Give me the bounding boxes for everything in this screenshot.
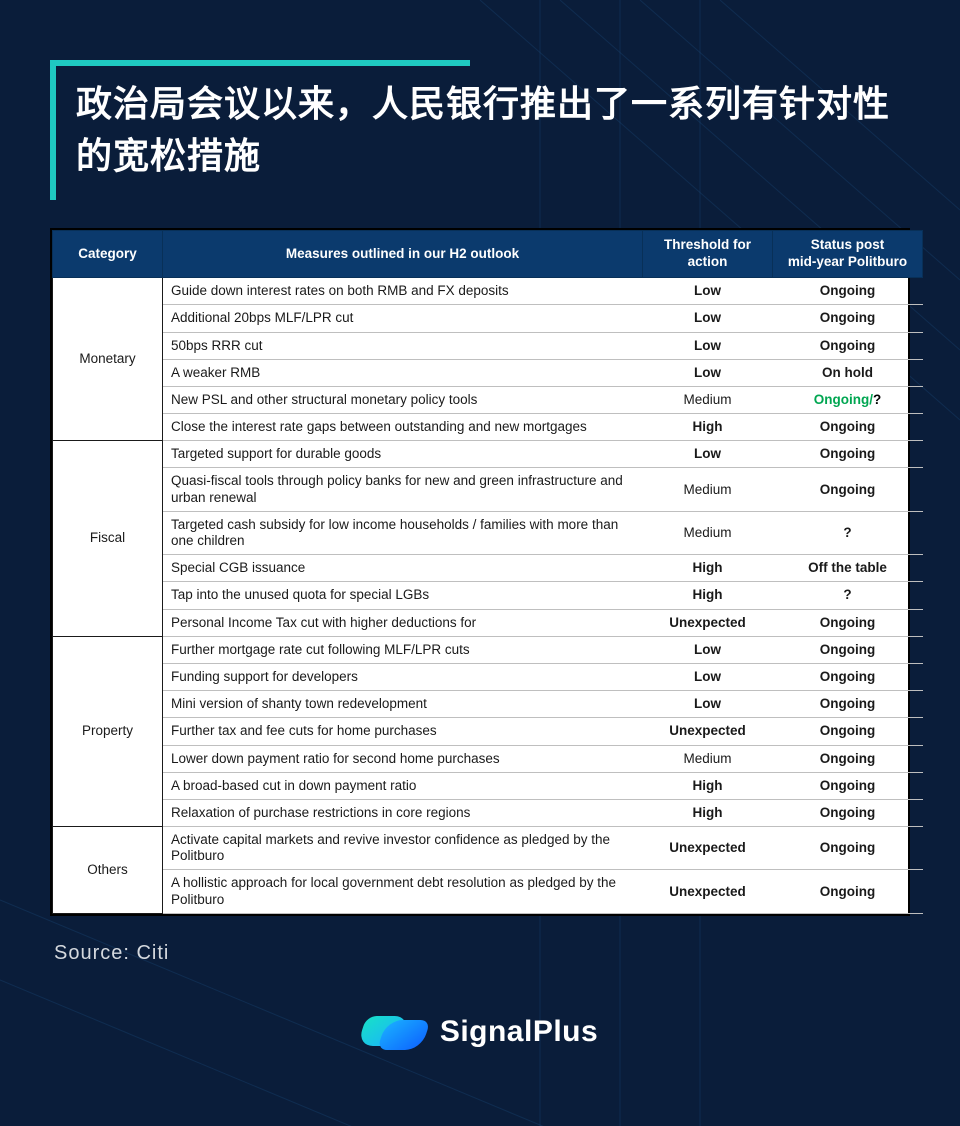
table-row: Personal Income Tax cut with higher dedu…	[53, 609, 923, 636]
table-row: Funding support for developersLowOngoing	[53, 663, 923, 690]
measure-cell: Additional 20bps MLF/LPR cut	[163, 305, 643, 332]
threshold-cell: Low	[643, 691, 773, 718]
measure-cell: Mini version of shanty town redevelopmen…	[163, 691, 643, 718]
status-cell: Ongoing	[773, 663, 923, 690]
threshold-cell: Unexpected	[643, 718, 773, 745]
table-row: FiscalTargeted support for durable goods…	[53, 441, 923, 468]
col-header: Status postmid-year Politburo	[773, 231, 923, 278]
status-cell: Ongoing	[773, 278, 923, 305]
table-row: MonetaryGuide down interest rates on bot…	[53, 278, 923, 305]
threshold-cell: Medium	[643, 468, 773, 511]
threshold-cell: High	[643, 799, 773, 826]
threshold-cell: Low	[643, 332, 773, 359]
table-row: Tap into the unused quota for special LG…	[53, 582, 923, 609]
measure-cell: Guide down interest rates on both RMB an…	[163, 278, 643, 305]
table-row: A broad-based cut in down payment ratioH…	[53, 772, 923, 799]
logo-mark-icon	[362, 1010, 426, 1054]
table-row: Lower down payment ratio for second home…	[53, 745, 923, 772]
measure-cell: Quasi-fiscal tools through policy banks …	[163, 468, 643, 511]
category-cell: Fiscal	[53, 441, 163, 637]
threshold-cell: Medium	[643, 386, 773, 413]
brand-name: SignalPlus	[440, 1015, 598, 1049]
status-cell: Ongoing	[773, 691, 923, 718]
category-cell: Property	[53, 636, 163, 826]
status-cell: ?	[773, 511, 923, 554]
col-header: Measures outlined in our H2 outlook	[163, 231, 643, 278]
table-row: Quasi-fiscal tools through policy banks …	[53, 468, 923, 511]
measure-cell: Close the interest rate gaps between out…	[163, 414, 643, 441]
measure-cell: Activate capital markets and revive inve…	[163, 827, 643, 870]
threshold-cell: High	[643, 772, 773, 799]
title-block: 政治局会议以来，人民银行推出了一系列有针对性的宽松措施	[50, 60, 910, 200]
table-row: PropertyFurther mortgage rate cut follow…	[53, 636, 923, 663]
table-row: Special CGB issuanceHighOff the table	[53, 555, 923, 582]
table-row: Further tax and fee cuts for home purcha…	[53, 718, 923, 745]
status-cell: On hold	[773, 359, 923, 386]
page-title: 政治局会议以来，人民银行推出了一系列有针对性的宽松措施	[76, 78, 890, 182]
threshold-cell: Low	[643, 441, 773, 468]
threshold-cell: Low	[643, 305, 773, 332]
status-cell: Ongoing/?	[773, 386, 923, 413]
threshold-cell: Low	[643, 359, 773, 386]
category-cell: Others	[53, 827, 163, 914]
table-row: Additional 20bps MLF/LPR cutLowOngoing	[53, 305, 923, 332]
threshold-cell: High	[643, 555, 773, 582]
measure-cell: Targeted cash subsidy for low income hou…	[163, 511, 643, 554]
threshold-cell: Medium	[643, 511, 773, 554]
table-row: A hollistic approach for local governmen…	[53, 870, 923, 913]
measure-cell: A weaker RMB	[163, 359, 643, 386]
status-cell: Off the table	[773, 555, 923, 582]
measure-cell: Further mortgage rate cut following MLF/…	[163, 636, 643, 663]
status-cell: Ongoing	[773, 718, 923, 745]
measure-cell: Funding support for developers	[163, 663, 643, 690]
table-row: 50bps RRR cutLowOngoing	[53, 332, 923, 359]
status-cell: Ongoing	[773, 609, 923, 636]
policy-table: CategoryMeasures outlined in our H2 outl…	[50, 228, 910, 915]
threshold-cell: Low	[643, 636, 773, 663]
measure-cell: Relaxation of purchase restrictions in c…	[163, 799, 643, 826]
status-cell: Ongoing	[773, 827, 923, 870]
status-cell: Ongoing	[773, 468, 923, 511]
status-cell: ?	[773, 582, 923, 609]
table-row: Targeted cash subsidy for low income hou…	[53, 511, 923, 554]
threshold-cell: Unexpected	[643, 827, 773, 870]
table-row: Mini version of shanty town redevelopmen…	[53, 691, 923, 718]
status-cell: Ongoing	[773, 745, 923, 772]
category-cell: Monetary	[53, 278, 163, 441]
threshold-cell: Low	[643, 663, 773, 690]
status-cell: Ongoing	[773, 332, 923, 359]
status-cell: Ongoing	[773, 305, 923, 332]
table-row: Close the interest rate gaps between out…	[53, 414, 923, 441]
brand-logo: SignalPlus	[362, 1010, 598, 1054]
status-cell: Ongoing	[773, 870, 923, 913]
measure-cell: A hollistic approach for local governmen…	[163, 870, 643, 913]
measure-cell: 50bps RRR cut	[163, 332, 643, 359]
threshold-cell: Unexpected	[643, 870, 773, 913]
source-label: Source: Citi	[50, 942, 910, 965]
measure-cell: A broad-based cut in down payment ratio	[163, 772, 643, 799]
status-cell: Ongoing	[773, 414, 923, 441]
measure-cell: Lower down payment ratio for second home…	[163, 745, 643, 772]
status-cell: Ongoing	[773, 772, 923, 799]
threshold-cell: Medium	[643, 745, 773, 772]
status-cell: Ongoing	[773, 799, 923, 826]
measure-cell: Tap into the unused quota for special LG…	[163, 582, 643, 609]
status-cell: Ongoing	[773, 441, 923, 468]
measure-cell: Targeted support for durable goods	[163, 441, 643, 468]
measure-cell: Further tax and fee cuts for home purcha…	[163, 718, 643, 745]
threshold-cell: High	[643, 582, 773, 609]
table-row: OthersActivate capital markets and reviv…	[53, 827, 923, 870]
table-row: Relaxation of purchase restrictions in c…	[53, 799, 923, 826]
measure-cell: Personal Income Tax cut with higher dedu…	[163, 609, 643, 636]
threshold-cell: Low	[643, 278, 773, 305]
threshold-cell: Unexpected	[643, 609, 773, 636]
col-header: Threshold foraction	[643, 231, 773, 278]
table-row: A weaker RMBLowOn hold	[53, 359, 923, 386]
measure-cell: New PSL and other structural monetary po…	[163, 386, 643, 413]
table-row: New PSL and other structural monetary po…	[53, 386, 923, 413]
status-cell: Ongoing	[773, 636, 923, 663]
measure-cell: Special CGB issuance	[163, 555, 643, 582]
threshold-cell: High	[643, 414, 773, 441]
col-header: Category	[53, 231, 163, 278]
